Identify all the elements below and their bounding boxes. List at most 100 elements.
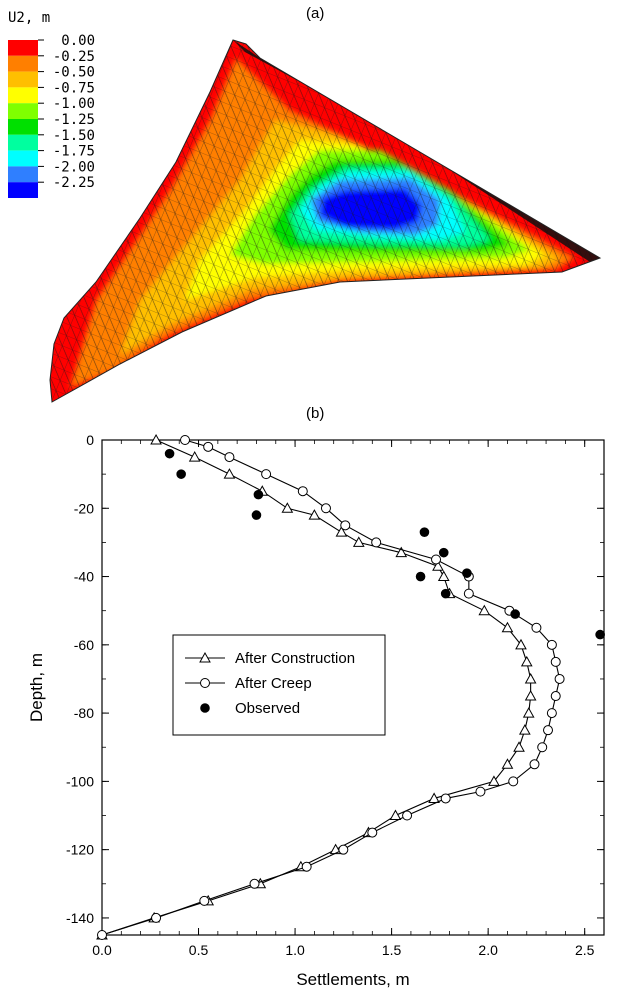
data-point-triangle xyxy=(437,570,450,582)
y-tick-label: -100 xyxy=(66,773,94,789)
data-point-observed xyxy=(462,568,472,578)
legend-value: -1.25 xyxy=(53,112,95,128)
data-point-circle xyxy=(431,554,442,565)
data-point-observed xyxy=(595,629,605,640)
legend-swatch xyxy=(8,55,38,72)
data-point-triangle xyxy=(308,509,321,520)
legend-swatch xyxy=(8,134,38,151)
data-point-observed xyxy=(419,527,430,537)
data-point-circle xyxy=(554,673,565,684)
legend-value: -2.25 xyxy=(53,175,95,191)
y-axis: 0 -20 -40 -60 -80 -100 -120 -140 xyxy=(66,432,604,926)
legend-swatch xyxy=(8,182,38,198)
data-point-observed xyxy=(253,489,264,500)
x-axis-title: Settlements, m xyxy=(296,970,409,989)
data-point-triangle xyxy=(432,560,444,571)
data-point-circle xyxy=(463,588,474,599)
series-filled-circle xyxy=(164,448,605,640)
data-point-circle xyxy=(371,537,382,548)
x-tick-label: 2.0 xyxy=(478,942,498,958)
data-point-triangle xyxy=(395,546,408,558)
y-tick-label: -120 xyxy=(66,842,94,858)
data-point-circle xyxy=(340,520,351,531)
x-tick-label: 2.5 xyxy=(575,942,595,958)
data-point-observed xyxy=(200,703,210,713)
legend-value: -2.00 xyxy=(53,159,95,175)
data-point-circle xyxy=(367,827,378,838)
data-point-triangle xyxy=(335,526,348,537)
x-axis: 0.0 0.5 1.0 1.5 2.0 2.5 xyxy=(92,440,595,958)
data-point-triangle xyxy=(281,502,294,513)
legend-value: 0.00 xyxy=(61,33,95,49)
data-point-circle xyxy=(249,878,260,889)
data-point-circle xyxy=(550,656,561,667)
data-point-observed xyxy=(510,609,520,619)
data-point-triangle xyxy=(223,468,236,479)
data-point-triangle xyxy=(513,741,525,752)
data-point-circle xyxy=(199,895,210,906)
data-point-circle xyxy=(440,793,451,804)
data-point-circle xyxy=(475,786,486,797)
legend-swatch xyxy=(8,119,38,135)
data-point-observed xyxy=(164,448,175,459)
y-tick-label: 0 xyxy=(86,432,94,448)
legend-label: After Construction xyxy=(235,650,355,667)
data-point-circle xyxy=(200,678,210,688)
legend-entry: After Construction xyxy=(185,650,355,667)
legend-entry: Observed xyxy=(200,700,300,717)
y-tick-label: -80 xyxy=(74,705,94,721)
data-point-circle xyxy=(224,452,235,463)
data-point-triangle xyxy=(150,433,162,445)
data-point-observed xyxy=(251,510,262,520)
legend-swatch xyxy=(8,166,38,183)
series-open-circle xyxy=(97,435,565,940)
data-point-circle xyxy=(529,759,540,770)
data-point-triangle xyxy=(478,604,491,616)
x-tick-label: 0.5 xyxy=(189,942,209,958)
data-point-circle xyxy=(180,435,191,445)
data-point-circle xyxy=(508,776,519,787)
data-point-triangle xyxy=(520,655,533,667)
legend-value: -0.25 xyxy=(53,49,95,65)
data-point-circle xyxy=(301,861,312,872)
legend-value: -1.50 xyxy=(53,128,95,144)
data-point-triangle xyxy=(199,651,211,663)
data-point-circle xyxy=(550,691,561,702)
x-tick-label: 1.0 xyxy=(285,942,305,958)
data-point-triangle xyxy=(515,638,527,650)
legend-value: -1.75 xyxy=(53,144,95,160)
data-point-circle xyxy=(261,469,272,480)
data-point-triangle xyxy=(389,809,402,821)
settlement-contour-plot: U2, m 0.00-0.25-0.50-0.75-1.00-1.25-1.50… xyxy=(8,10,602,403)
data-point-circle xyxy=(537,742,548,753)
chart-legend: After Construction After Creep Observed xyxy=(172,634,386,736)
legend-swatch xyxy=(8,103,38,119)
y-axis-title: Depth, m xyxy=(27,653,46,722)
data-point-observed xyxy=(440,588,451,599)
legend-value: -0.75 xyxy=(53,80,95,96)
data-point-triangle xyxy=(501,621,514,633)
series-layer xyxy=(96,433,605,940)
data-point-circle xyxy=(543,725,554,736)
legend-label: After Creep xyxy=(235,675,312,692)
data-point-triangle xyxy=(524,672,537,684)
legend-entry: After Creep xyxy=(185,675,312,692)
data-point-circle xyxy=(203,441,214,452)
contour-legend: U2, m 0.00-0.25-0.50-0.75-1.00-1.25-1.50… xyxy=(8,10,95,198)
data-point-circle xyxy=(546,639,557,650)
x-tick-label: 0.0 xyxy=(92,942,112,958)
data-point-triangle xyxy=(522,707,535,718)
data-point-circle xyxy=(151,912,162,923)
legend-swatch xyxy=(8,87,38,104)
data-point-triangle xyxy=(188,451,201,462)
data-point-triangle xyxy=(501,758,514,769)
legend-value: -0.50 xyxy=(53,65,95,81)
data-point-triangle xyxy=(488,775,500,786)
panel-a-label: (a) xyxy=(306,5,325,22)
data-point-circle xyxy=(320,503,331,514)
panel-b-label: (b) xyxy=(306,405,325,422)
data-point-triangle xyxy=(524,690,537,701)
data-point-circle xyxy=(531,622,542,633)
data-point-observed xyxy=(438,547,449,558)
y-tick-label: -60 xyxy=(74,637,94,653)
